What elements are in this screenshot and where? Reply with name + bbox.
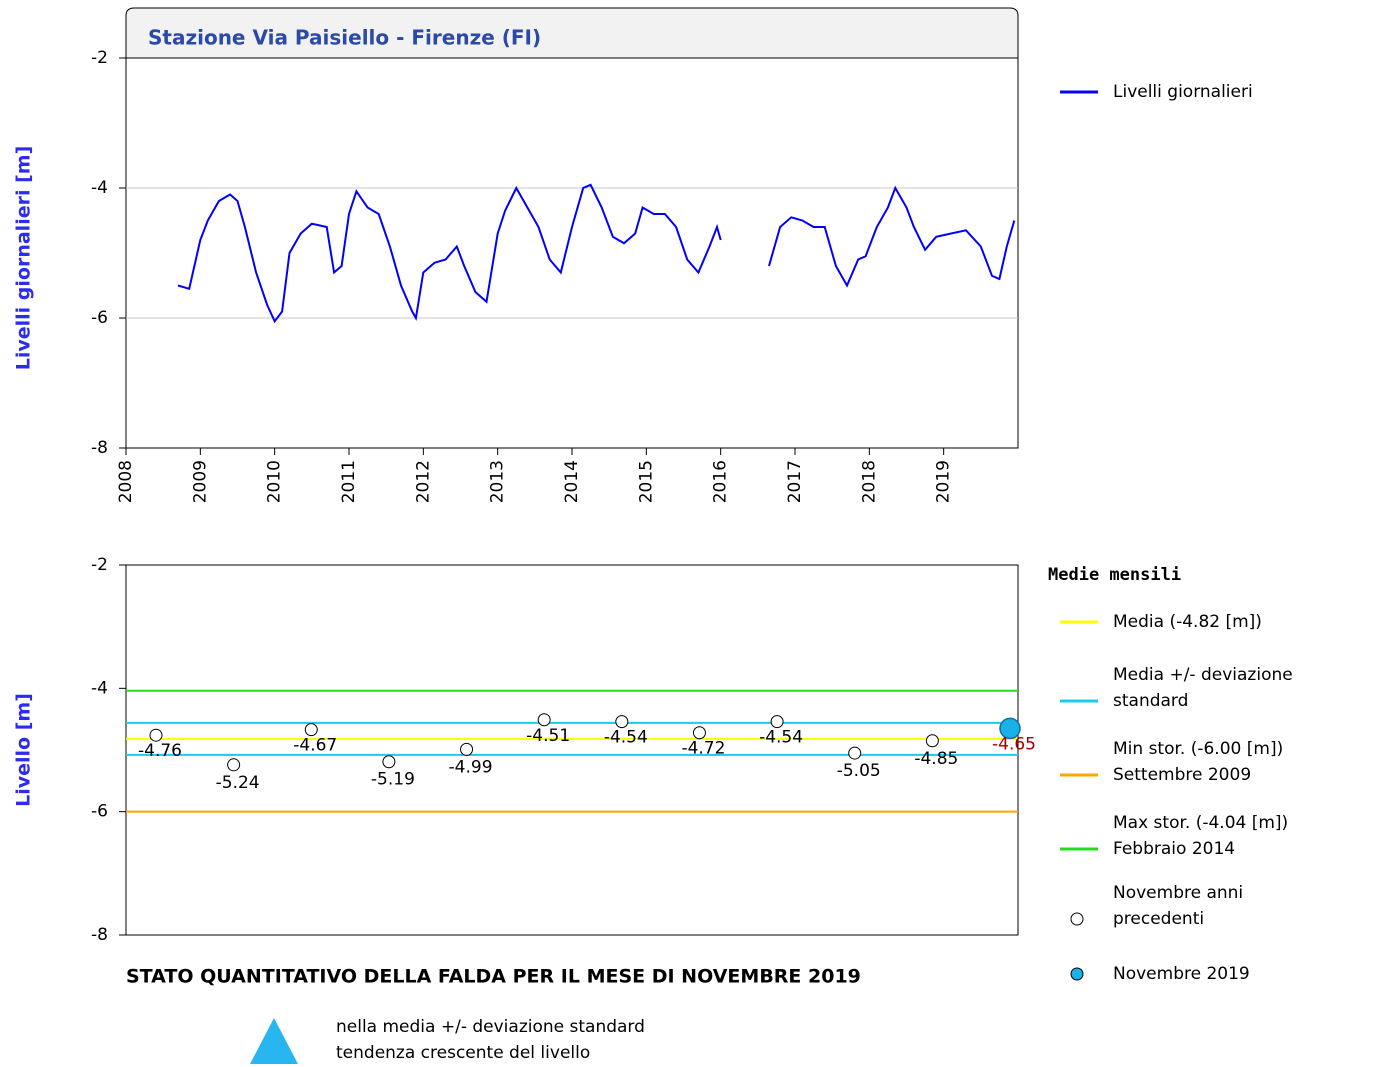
x-tick-label: 2016: [711, 460, 731, 503]
legend-label: Min stor. (-6.00 [m]): [1113, 739, 1283, 759]
data-point: [925, 734, 939, 748]
plot-area: [125, 564, 1019, 936]
legend-label: Settembre 2009: [1113, 765, 1251, 785]
data-label: -4.65: [992, 734, 1036, 754]
y-tick-label: -8: [91, 438, 108, 458]
data-label: -4.51: [526, 726, 570, 746]
legend-label: Max stor. (-4.04 [m]): [1113, 813, 1288, 833]
y-tick-label: -4: [91, 678, 108, 698]
legend-label: Novembre anni: [1113, 883, 1243, 903]
legend-swatch: [1070, 912, 1084, 926]
legend-label: precedenti: [1113, 909, 1204, 929]
data-label: -4.99: [449, 757, 493, 777]
x-tick-label: 2009: [190, 460, 210, 503]
x-tick-label: 2018: [859, 460, 879, 503]
x-tick-label: 2011: [339, 460, 359, 503]
y-tick-label: -2: [91, 48, 108, 68]
plot-area: [125, 57, 1019, 449]
legend-label: Media +/- deviazione: [1113, 665, 1293, 685]
status-text: nella media +/- deviazione standard: [336, 1017, 645, 1037]
y-tick-label: -6: [91, 308, 108, 328]
legend-label: Novembre 2019: [1113, 964, 1250, 984]
legend-label: Febbraio 2014: [1113, 839, 1235, 859]
data-label: -4.67: [293, 736, 337, 756]
legend-label: standard: [1113, 691, 1188, 711]
y-tick-label: -2: [91, 555, 108, 575]
data-label: -4.54: [759, 728, 803, 748]
data-label: -5.05: [837, 761, 881, 781]
data-point: [460, 742, 474, 756]
x-tick-label: 2010: [265, 460, 285, 503]
y-tick-label: -4: [91, 178, 108, 198]
y-tick-label: -8: [91, 925, 108, 945]
y-axis-label: Livelli giornalieri [m]: [13, 146, 35, 371]
y-axis-label: Livello [m]: [13, 693, 35, 807]
data-point: [382, 755, 396, 769]
x-tick-label: 2012: [413, 460, 433, 503]
data-point: [848, 746, 862, 760]
legend-swatch: [1070, 967, 1084, 981]
data-point: [999, 717, 1021, 740]
status-text: tendenza crescente del livello: [336, 1043, 590, 1063]
status-icon: [250, 1018, 298, 1064]
data-point: [227, 758, 241, 772]
data-line: [177, 183, 1016, 324]
data-label: -4.72: [681, 739, 725, 759]
data-label: -4.85: [914, 749, 958, 769]
x-tick-label: 2014: [562, 460, 582, 503]
x-tick-label: 2015: [636, 460, 656, 503]
y-tick-label: -6: [91, 802, 108, 822]
data-label: -4.76: [138, 741, 182, 761]
x-tick-label: 2008: [116, 460, 136, 503]
x-tick-label: 2017: [785, 460, 805, 503]
data-point: [537, 713, 551, 727]
data-label: -4.54: [604, 728, 648, 748]
legend-label: Livelli giornalieri: [1113, 82, 1253, 102]
x-tick-label: 2013: [488, 460, 508, 503]
data-point: [692, 726, 706, 740]
data-point: [615, 715, 629, 729]
chart-title: Stazione Via Paisiello - Firenze (FI): [148, 26, 541, 50]
data-point: [770, 715, 784, 729]
data-point: [304, 723, 318, 737]
x-tick-label: 2019: [934, 460, 954, 503]
data-label: -5.24: [216, 773, 260, 793]
title-box: [125, 7, 1019, 59]
legend-title: Medie mensili: [1048, 565, 1181, 585]
status-title: STATO QUANTITATIVO DELLA FALDA PER IL ME…: [126, 966, 861, 988]
data-point: [149, 728, 163, 742]
legend-label: Media (-4.82 [m]): [1113, 612, 1262, 632]
data-label: -5.19: [371, 770, 415, 790]
